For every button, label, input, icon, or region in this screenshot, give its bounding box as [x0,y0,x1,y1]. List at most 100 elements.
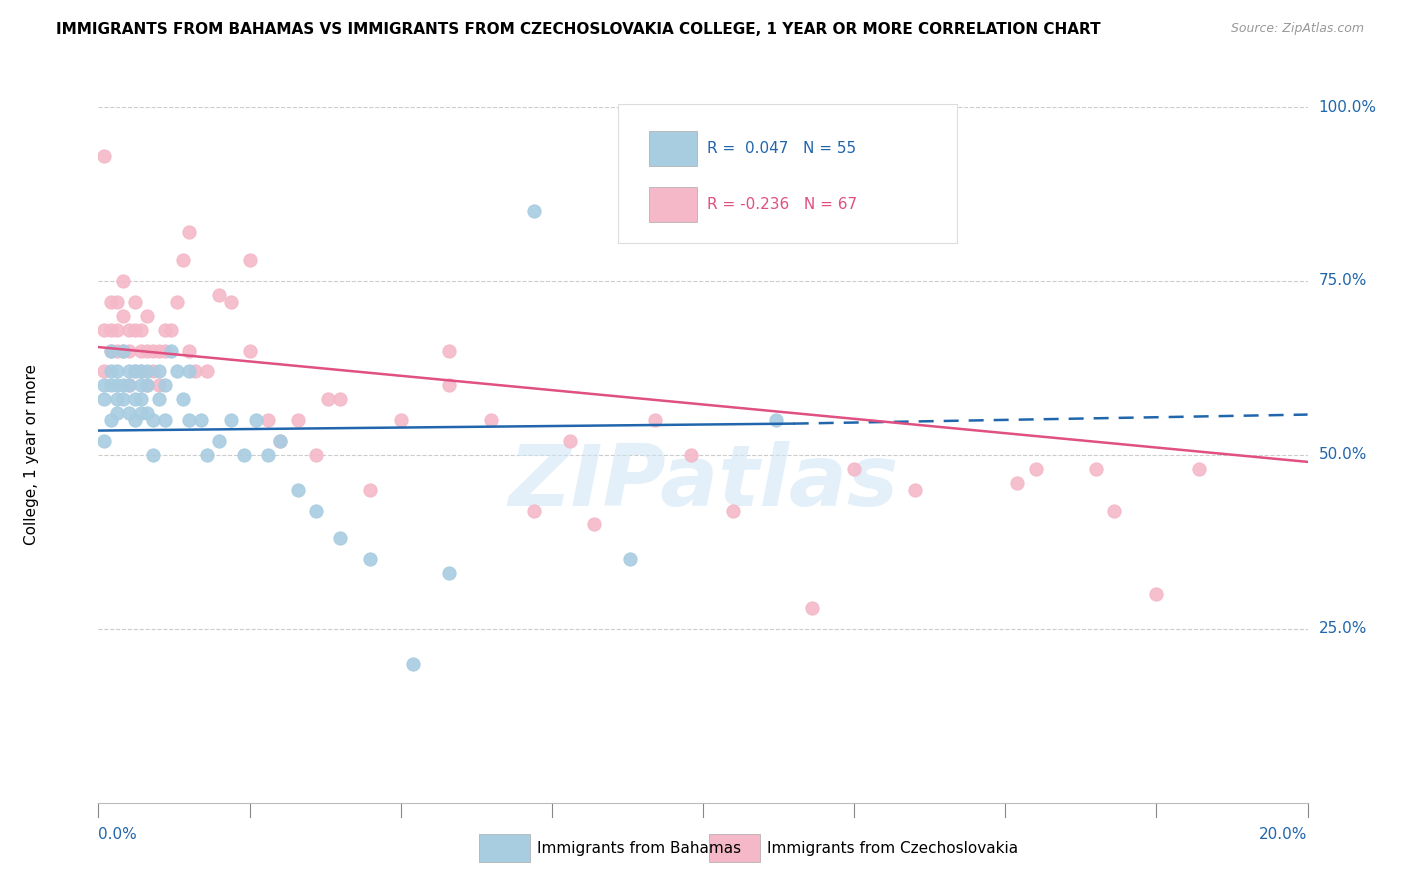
Point [142,343,165,358]
Point [256,448,278,462]
Text: ZIPatlas: ZIPatlas [508,442,898,524]
Point [360,483,382,497]
Point [142,448,165,462]
Point [105,294,128,309]
Point [118,364,141,378]
Text: Immigrants from Czechoslovakia: Immigrants from Czechoslovakia [768,840,1018,855]
Point [93,364,115,378]
Point [93,323,115,337]
Point [153,378,176,392]
FancyBboxPatch shape [648,131,697,166]
Point [129,364,152,378]
Text: College, 1 year or more: College, 1 year or more [24,365,39,545]
Point [105,343,128,358]
Point [402,657,425,671]
Point [135,378,157,392]
Text: R =  0.047   N = 55: R = 0.047 N = 55 [707,141,856,156]
Point [105,392,128,407]
Point [124,364,146,378]
Text: 20.0%: 20.0% [1260,827,1308,842]
Point [208,288,231,302]
Point [177,343,201,358]
Point [111,343,134,358]
Point [160,323,183,337]
Point [437,566,460,581]
Point [329,532,352,546]
Point [100,378,122,392]
Point [305,503,328,517]
Point [177,225,201,239]
Point [160,343,183,358]
Point [221,413,243,427]
Point [100,413,122,427]
Point [129,378,152,392]
Point [316,392,339,407]
Point [129,392,152,407]
Point [148,343,170,358]
FancyBboxPatch shape [479,834,530,862]
Point [232,448,254,462]
Point [269,434,291,448]
Point [93,378,115,392]
Point [619,552,641,566]
Point [800,601,823,615]
Point [148,392,170,407]
Text: Immigrants from Bahamas: Immigrants from Bahamas [537,840,741,855]
Point [124,392,146,407]
Point [135,343,157,358]
Point [721,503,744,517]
Text: IMMIGRANTS FROM BAHAMAS VS IMMIGRANTS FROM CZECHOSLOVAKIA COLLEGE, 1 YEAR OR MOR: IMMIGRANTS FROM BAHAMAS VS IMMIGRANTS FR… [56,22,1101,37]
Point [129,364,152,378]
Point [190,413,212,427]
Point [239,343,262,358]
Point [118,323,141,337]
Point [195,448,218,462]
Point [135,364,157,378]
Point [1085,462,1108,476]
Point [177,413,201,427]
Point [129,343,152,358]
Point [148,378,170,392]
Point [153,323,176,337]
Point [523,503,546,517]
Point [153,413,176,427]
Point [166,364,188,378]
Point [844,462,866,476]
Point [256,413,278,427]
Point [135,378,157,392]
Point [765,413,787,427]
Text: 0.0%: 0.0% [98,827,138,842]
Text: R = -0.236   N = 67: R = -0.236 N = 67 [707,197,856,212]
Point [93,434,115,448]
Point [105,406,128,420]
Point [105,323,128,337]
Point [389,413,412,427]
Text: Source: ZipAtlas.com: Source: ZipAtlas.com [1230,22,1364,36]
Point [111,343,134,358]
Point [558,434,581,448]
Point [305,448,328,462]
Point [124,364,146,378]
Point [142,364,165,378]
Text: 75.0%: 75.0% [1319,274,1367,288]
Point [105,364,128,378]
Point [1007,475,1029,490]
Text: 25.0%: 25.0% [1319,622,1367,636]
Point [287,483,309,497]
Point [118,406,141,420]
Point [111,378,134,392]
Text: 100.0%: 100.0% [1319,100,1376,114]
Point [208,434,231,448]
Point [583,517,606,532]
Point [1024,462,1046,476]
Point [184,364,207,378]
FancyBboxPatch shape [648,187,697,222]
Point [245,413,267,427]
Point [111,392,134,407]
Point [437,343,460,358]
Point [111,274,134,288]
Point [221,294,243,309]
Point [177,364,201,378]
Point [172,392,194,407]
Point [105,378,128,392]
